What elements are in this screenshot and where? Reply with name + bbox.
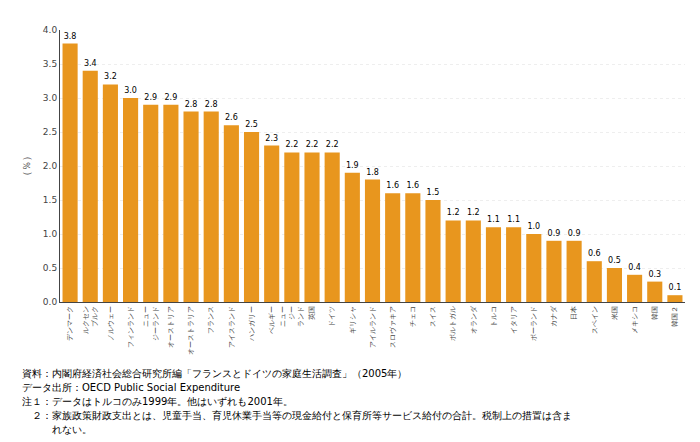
svg-text:デンマーク: デンマーク xyxy=(66,306,74,341)
svg-text:0.4: 0.4 xyxy=(628,263,641,272)
svg-text:韓国２: 韓国２ xyxy=(671,306,679,327)
svg-text:0.5: 0.5 xyxy=(43,263,57,273)
svg-text:1.2: 1.2 xyxy=(467,208,480,217)
svg-text:トルコ: トルコ xyxy=(490,306,498,327)
svg-text:ベルギー: ベルギー xyxy=(268,306,276,334)
svg-text:0.9: 0.9 xyxy=(548,229,561,238)
svg-text:データ出所：OECD Public Social Expen: データ出所：OECD Public Social Expenditure xyxy=(22,382,240,393)
svg-text:オーストリア: オーストリア xyxy=(167,306,175,348)
svg-text:1.1: 1.1 xyxy=(487,215,500,224)
svg-text:メキシコ: メキシコ xyxy=(631,306,639,334)
svg-text:ルクセンブルク: ルクセンブルク xyxy=(82,306,99,334)
svg-text:2.8: 2.8 xyxy=(185,100,198,109)
svg-text:アイルランド: アイルランド xyxy=(369,306,377,348)
svg-text:日本: 日本 xyxy=(570,306,578,320)
svg-text:4.0: 4.0 xyxy=(43,25,58,35)
svg-text:1.9: 1.9 xyxy=(346,161,359,170)
svg-text:1.0: 1.0 xyxy=(527,222,540,231)
svg-text:２：家族政策財政支出とは、児童手当、育児休業手当等の現金給付: ２：家族政策財政支出とは、児童手当、育児休業手当等の現金給付と保育所等サービス給… xyxy=(22,410,572,421)
svg-text:1.6: 1.6 xyxy=(386,181,399,190)
svg-text:2.9: 2.9 xyxy=(165,93,178,102)
svg-text:資料：内閣府経済社会総合研究所編「フランスとドイツの家庭生活: 資料：内閣府経済社会総合研究所編「フランスとドイツの家庭生活調査」（2005年） xyxy=(22,368,407,379)
svg-text:カナダ: カナダ xyxy=(550,305,558,327)
svg-text:3.2: 3.2 xyxy=(104,72,117,81)
svg-text:1.0: 1.0 xyxy=(43,229,58,239)
svg-text:3.5: 3.5 xyxy=(43,59,57,69)
svg-text:スペイン: スペイン xyxy=(591,306,599,334)
svg-text:0.3: 0.3 xyxy=(648,270,661,279)
svg-text:2.3: 2.3 xyxy=(265,134,278,143)
svg-text:1.5: 1.5 xyxy=(43,195,57,205)
svg-text:チェコ: チェコ xyxy=(409,306,417,327)
svg-text:ポルトガル: ポルトガル xyxy=(449,306,457,341)
svg-text:1.8: 1.8 xyxy=(366,168,379,177)
svg-text:（％）: （％） xyxy=(21,151,32,181)
svg-text:ニュージーランド: ニュージーランド xyxy=(142,306,159,341)
svg-text:オーストラリア: オーストラリア xyxy=(187,306,195,355)
svg-text:1.2: 1.2 xyxy=(447,208,460,217)
svg-text:0.9: 0.9 xyxy=(568,229,581,238)
svg-text:注１：データはトルコのみ1999年。他はいずれも2001年。: 注１：データはトルコのみ1999年。他はいずれも2001年。 xyxy=(22,396,293,408)
svg-text:2.9: 2.9 xyxy=(144,93,157,102)
svg-text:オランダ: オランダ xyxy=(470,305,478,334)
svg-text:イタリア: イタリア xyxy=(510,306,518,334)
svg-text:れない。: れない。 xyxy=(22,424,92,435)
svg-text:アイスランド: アイスランド xyxy=(228,306,236,348)
svg-text:1.5: 1.5 xyxy=(427,188,440,197)
svg-text:3.0: 3.0 xyxy=(43,93,58,103)
svg-text:2.6: 2.6 xyxy=(225,113,238,122)
svg-text:2.5: 2.5 xyxy=(43,127,57,137)
svg-text:英国: 英国 xyxy=(308,306,316,320)
svg-text:2.5: 2.5 xyxy=(245,120,258,129)
svg-text:スイス: スイス xyxy=(429,306,437,327)
svg-text:フランス: フランス xyxy=(207,306,215,334)
svg-text:韓国: 韓国 xyxy=(651,306,659,320)
svg-text:フィンランド: フィンランド xyxy=(127,306,135,348)
svg-text:ギリシャ: ギリシャ xyxy=(349,306,357,334)
svg-text:米国: 米国 xyxy=(611,306,619,320)
svg-text:ポーランド: ポーランド xyxy=(530,306,538,341)
svg-text:スロヴァキア: スロヴァキア xyxy=(389,306,397,348)
svg-text:3.8: 3.8 xyxy=(64,32,77,41)
svg-text:2.0: 2.0 xyxy=(43,161,58,171)
svg-text:ニュージーランド: ニュージーランド xyxy=(279,306,305,327)
svg-text:0.1: 0.1 xyxy=(669,283,682,292)
svg-text:2.8: 2.8 xyxy=(205,100,218,109)
svg-text:1.1: 1.1 xyxy=(507,215,520,224)
svg-text:3.4: 3.4 xyxy=(84,59,97,68)
svg-text:2.2: 2.2 xyxy=(326,140,339,149)
svg-text:ノルウェー: ノルウェー xyxy=(107,306,115,341)
svg-text:2.2: 2.2 xyxy=(306,140,319,149)
svg-text:2.2: 2.2 xyxy=(285,140,298,149)
svg-text:3.0: 3.0 xyxy=(124,86,137,95)
svg-text:0.5: 0.5 xyxy=(608,256,621,265)
svg-text:0.6: 0.6 xyxy=(588,249,601,258)
svg-text:ハンガリー: ハンガリー xyxy=(248,306,256,342)
svg-text:ドイツ: ドイツ xyxy=(328,306,336,327)
svg-text:1.6: 1.6 xyxy=(406,181,419,190)
svg-text:0.0: 0.0 xyxy=(43,297,58,307)
